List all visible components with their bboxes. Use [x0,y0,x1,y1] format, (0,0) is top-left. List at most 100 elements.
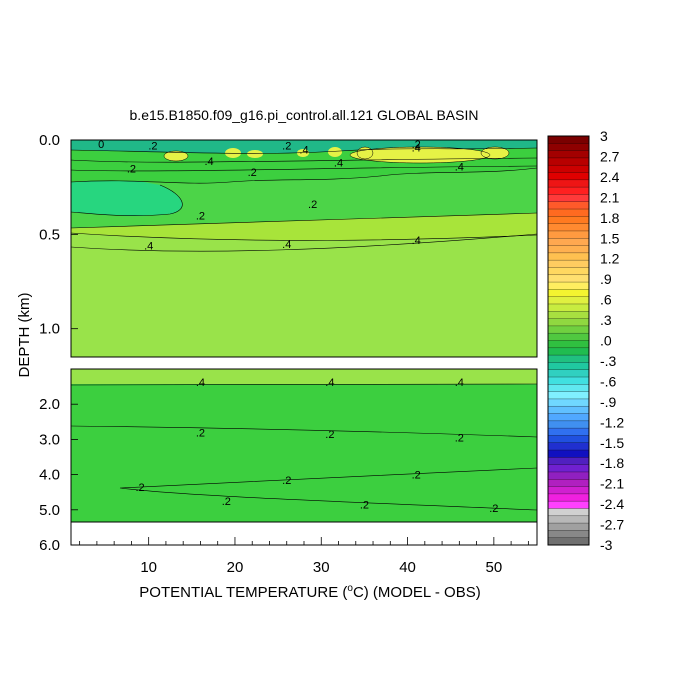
lower-y-tick-label-0: 2.0 [39,396,60,413]
y-axis: 0.0 0.5 1.0 2.0 3.0 4.0 5.0 6.0 [39,132,78,554]
colorbar-swatch-42 [548,442,589,451]
colorbar-label-13: -.9 [600,394,617,410]
colorbar-label-2: 2.4 [600,169,620,185]
colorbar-swatch-28 [548,340,589,349]
colorbar-swatch-41 [548,435,589,444]
colorbar-label-4: 1.8 [600,210,620,226]
upper-contour-label-13: .4 [144,241,153,253]
colorbar-swatch-15 [548,245,589,254]
colorbar-swatch-35 [548,391,589,400]
colorbar-swatch-23 [548,303,589,312]
colorbar-swatch-11 [548,216,589,224]
colorbar-swatch-3 [548,157,589,166]
colorbar-swatch-44 [548,457,589,465]
colorbar-swatch-2 [548,150,589,159]
upper-panel: 0.2.4.2.2.2.4.4.2.4.4.2.2.4.4.4 [70,139,538,358]
lower-y-tick-label-1: 3.0 [39,431,60,448]
warm-patch-3 [328,147,342,157]
upper-contour-label-8: .2 [412,139,421,151]
colorbar-label-15: -1.5 [600,435,624,451]
colorbar-swatch-52 [548,515,589,524]
upper-contour-label-6: .4 [299,144,308,156]
colorbar-swatch-46 [548,471,589,480]
upper-contour-label-12: .2 [196,210,205,222]
colorbar-swatch-1 [548,143,589,151]
colorbar-label-8: .6 [600,292,612,308]
upper-contour-4 [70,167,538,184]
upper-contour-label-2: .4 [204,156,213,168]
colorbar-label-11: -.3 [600,353,617,369]
x-tick-label-1: 20 [227,559,244,576]
colorbar-swatch-47 [548,479,589,487]
colorbar-label-12: -.6 [600,373,617,389]
upper-contour-label-4: .2 [248,167,257,179]
colorbar-swatch-7 [548,187,589,195]
lower-contour-label-6: .2 [135,482,144,494]
colorbar-swatch-17 [548,260,589,268]
colorbar-swatch-26 [548,325,589,334]
colorbar-swatch-5 [548,172,589,181]
colorbar-swatch-6 [548,179,589,188]
lower-contour-label-9: .2 [222,496,231,508]
colorbar-swatch-22 [548,296,589,305]
colorbar-label-18: -2.4 [600,496,624,512]
colorbar-swatch-34 [548,384,589,392]
colorbar-swatch-53 [548,523,589,531]
upper-contour-label-15: .4 [412,235,421,247]
colorbar-swatch-8 [548,194,589,203]
colorbar-swatch-27 [548,333,589,341]
lower-contour-label-5: .2 [455,433,464,445]
colorbar-swatch-37 [548,406,589,414]
colorbar-swatch-29 [548,347,589,356]
x-tick-label-3: 40 [399,559,416,576]
upper-contour-label-9: .4 [412,143,421,155]
warm-contour-3 [163,150,189,162]
colorbar-label-17: -2.1 [600,476,624,492]
lower-panel-fill [71,369,537,522]
colorbar-label-10: .0 [600,333,612,349]
lower-contour-label-8: .2 [412,470,421,482]
x-axis-label-sup: o [347,583,353,594]
lower-panel: .4 .4 .4 .2 .2 .2 .2 .2 .2 .2 .2 .2 [70,368,538,546]
x-axis: 10 20 30 40 50 [79,537,529,576]
colorbar-swatch-33 [548,377,589,385]
upper-contour-0 [70,232,538,241]
warm-contour-1 [480,146,510,160]
colorbar-swatch-25 [548,318,589,327]
colorbar-label-9: .3 [600,312,612,328]
warm-patch-7 [164,151,188,161]
colorbar-label-16: -1.8 [600,455,624,471]
colorbar-swatch-32 [548,369,589,378]
upper-contour-label-11: .2 [308,199,317,211]
lower-contour-label-11: .2 [489,503,498,515]
ocean-floor-mask [71,522,537,545]
upper-contour-3 [70,184,183,217]
lower-contour-label-0: .4 [196,377,205,389]
colorbar-swatch-19 [548,274,589,283]
lower-contour-label-10: .2 [360,500,369,512]
colorbar-swatch-55 [548,537,589,546]
upper-surface-dark [71,140,537,154]
chart-title: b.e15.B1850.f09_g16.pi_control.all.121 G… [130,107,479,123]
upper-contour-label-1: .2 [148,141,157,153]
x-tick-label-2: 30 [313,559,330,576]
x-tick-label-0: 10 [140,559,157,576]
lower-top-band [71,369,537,384]
lower-y-tick-label-3: 5.0 [39,502,60,519]
upper-contour-7 [70,165,538,172]
upper-y-tick-label-2: 1.0 [39,321,60,338]
upper-contour-label-5: .2 [282,141,291,153]
colorbar-swatch-36 [548,398,589,407]
upper-contour-label-7: .4 [334,158,343,170]
upper-contour-label-14: .4 [282,239,291,251]
upper-y-tick-label-0: 0.0 [39,132,60,149]
x-tick-label-4: 50 [486,559,503,576]
colorbar-swatch-50 [548,501,589,509]
colorbar-swatch-0 [548,136,589,144]
lower-contour-1 [70,425,538,438]
colorbar-label-1: 2.7 [600,148,620,164]
x-axis-label-suffix: C) (MODEL - OBS) [353,584,481,601]
colorbar-swatch-51 [548,508,589,517]
colorbar-swatch-12 [548,223,589,232]
colorbar-swatch-10 [548,209,589,217]
